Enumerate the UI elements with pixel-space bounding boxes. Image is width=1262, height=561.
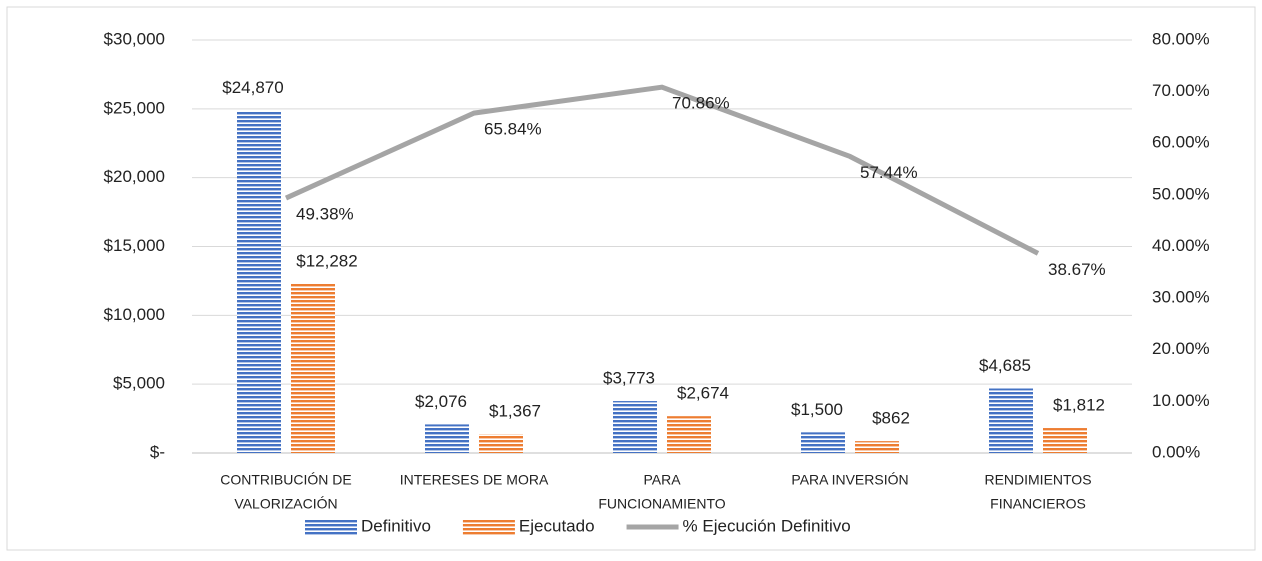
y-tick-label: $15,000: [104, 236, 165, 255]
bar: [667, 416, 711, 453]
line-value-label: 57.44%: [860, 163, 918, 182]
line: [284, 84, 1040, 256]
x-tick-label: CONTRIBUCIÓN DE: [220, 472, 351, 488]
line-value-label: 65.84%: [484, 120, 542, 139]
x-tick-label: FUNCIONAMIENTO: [598, 496, 725, 512]
bar: [425, 424, 469, 453]
legend-label: Definitivo: [361, 516, 431, 535]
y2-tick-label: 10.00%: [1152, 391, 1210, 410]
y2-tick-label: 70.00%: [1152, 81, 1210, 100]
bar-value-label: $1,812: [1053, 396, 1105, 415]
x-tick-label: INTERESES DE MORA: [400, 472, 549, 488]
y-tick-label: $5,000: [113, 374, 165, 393]
bar: [1043, 428, 1087, 453]
bar: [801, 432, 845, 453]
bar-value-label: $4,685: [979, 356, 1031, 375]
x-tick-label: FINANCIEROS: [990, 496, 1086, 512]
y2-tick-label: 40.00%: [1152, 236, 1210, 255]
bar: [989, 388, 1033, 453]
bar: [855, 441, 899, 453]
x-tick-label: PARA INVERSIÓN: [791, 472, 908, 488]
bar: [479, 434, 523, 453]
line-value-label: 38.67%: [1048, 260, 1106, 279]
y2-tick-label: 50.00%: [1152, 184, 1210, 203]
x-tick-label: VALORIZACIÓN: [234, 496, 337, 512]
y2-tick-label: 30.00%: [1152, 288, 1210, 307]
y2-tick-label: 0.00%: [1152, 442, 1200, 461]
legend-swatch: [305, 519, 357, 535]
bar-value-label: $2,076: [415, 392, 467, 411]
bar-value-label: $12,282: [296, 251, 357, 270]
line-value-label: 70.86%: [672, 94, 730, 113]
y-tick-label: $30,000: [104, 29, 165, 48]
y-tick-label: $-: [150, 442, 165, 461]
legend-label: % Ejecución Definitivo: [683, 516, 851, 535]
bar-value-label: $1,367: [489, 402, 541, 421]
chart-border: [6, 6, 1256, 551]
y2-tick-label: 80.00%: [1152, 29, 1210, 48]
y2-tick-label: 20.00%: [1152, 339, 1210, 358]
x-tick-label: PARA: [643, 472, 681, 488]
y-tick-label: $20,000: [104, 167, 165, 186]
bar-value-label: $1,500: [791, 400, 843, 419]
y-tick-label: $10,000: [104, 305, 165, 324]
bar: [237, 110, 281, 454]
bar-value-label: $3,773: [603, 369, 655, 388]
bar-value-label: $24,870: [222, 78, 283, 97]
legend-label: Ejecutado: [519, 516, 595, 535]
bar-value-label: $862: [872, 409, 910, 428]
y-tick-label: $25,000: [104, 98, 165, 117]
bar: [613, 401, 657, 453]
line-value-label: 49.38%: [296, 205, 354, 224]
bar-value-label: $2,674: [677, 384, 729, 403]
legend-swatch: [462, 519, 515, 535]
x-tick-label: RENDIMIENTOS: [984, 472, 1091, 488]
y2-tick-label: 60.00%: [1152, 133, 1210, 152]
bar: [291, 283, 335, 453]
